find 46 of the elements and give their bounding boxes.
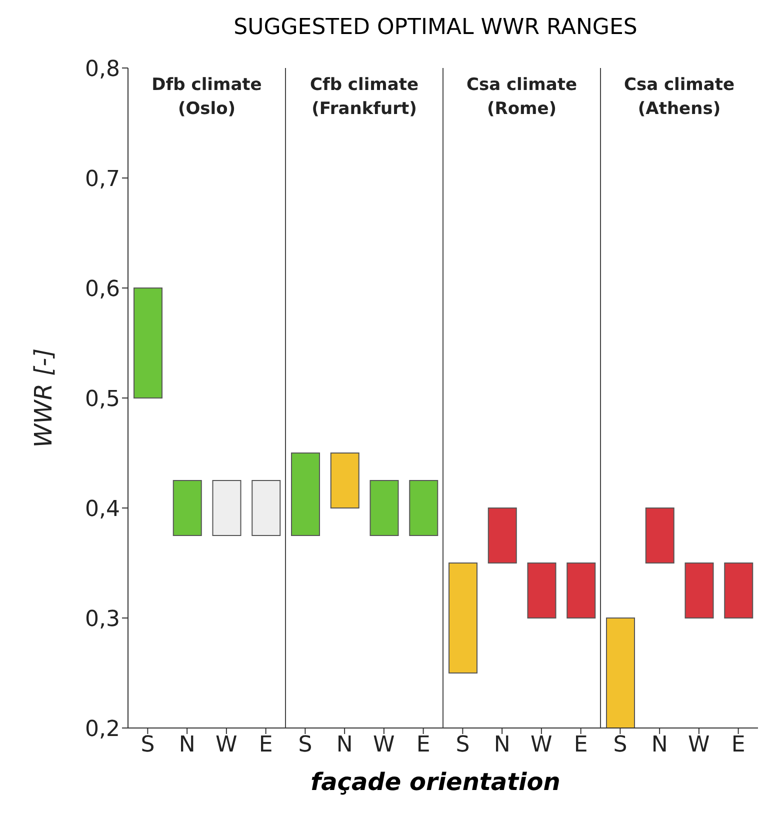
x-tick-label: W <box>373 732 396 758</box>
x-tick-label: E <box>574 732 588 758</box>
x-tick-label: N <box>178 732 196 758</box>
x-tick-label: W <box>216 732 238 758</box>
bar <box>684 562 714 618</box>
x-tick-label: E <box>258 732 273 758</box>
x-axis-title: façade orientation <box>310 768 562 796</box>
y-axis-title: WWR [-] <box>30 348 58 448</box>
annotation: Csa climate (Rome) <box>466 75 578 119</box>
bar <box>566 562 596 618</box>
x-tick-label: E <box>416 732 430 758</box>
bar <box>645 508 674 564</box>
bar <box>172 480 202 536</box>
bar <box>724 562 754 618</box>
y-tick-label: 0,7 <box>85 166 120 192</box>
bar <box>527 562 556 618</box>
y-tick-label: 0,4 <box>85 496 120 522</box>
y-tick-label: 0,3 <box>85 606 120 632</box>
x-tick-label: N <box>494 732 510 758</box>
x-tick-label: E <box>731 732 746 758</box>
x-tick-label: S <box>298 732 312 758</box>
chart-title: SUGGESTED OPTIMAL WWR RANGES <box>232 14 638 42</box>
annotation: Cfb climate (Frankfurt) <box>310 75 419 119</box>
bar <box>134 288 162 398</box>
bar <box>330 452 360 508</box>
x-tick-label: S <box>140 732 155 758</box>
y-tick-label: 0,8 <box>85 56 120 82</box>
bar <box>291 452 320 536</box>
bar <box>606 618 635 728</box>
bar <box>409 480 438 536</box>
bar <box>448 562 478 674</box>
x-tick-label: N <box>651 732 668 758</box>
y-tick-label: 0,5 <box>85 386 120 412</box>
bar <box>488 508 517 564</box>
x-tick-label: S <box>456 732 470 758</box>
bar <box>212 480 242 536</box>
x-tick-label: W <box>530 732 553 758</box>
x-tick-label: S <box>613 732 628 758</box>
bar <box>370 480 399 536</box>
x-tick-label: W <box>688 732 710 758</box>
y-tick-label: 0,2 <box>85 716 120 742</box>
annotation: Dfb climate (Oslo) <box>152 75 262 119</box>
x-tick-label: N <box>336 732 353 758</box>
bar <box>252 480 281 536</box>
annotation: Csa climate (Athens) <box>624 75 735 119</box>
y-tick-label: 0,6 <box>85 276 120 302</box>
